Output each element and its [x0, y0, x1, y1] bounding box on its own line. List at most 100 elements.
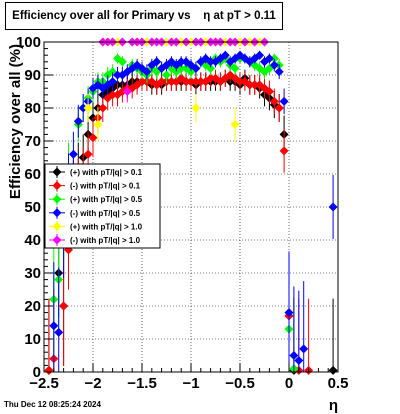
data-point: [152, 57, 162, 67]
data-point: [83, 149, 93, 159]
x-tick-label: −1: [182, 375, 199, 392]
x-tick-label: 0: [285, 375, 293, 392]
axes: −2.5 −2 −1.5 −1 −0.5 0 0.5 0 10 20 30 40 50 60 70 80 90 1…: [16, 34, 348, 392]
legend-label: (+) with pT/|q| > 0.1: [70, 168, 143, 177]
data-point: [255, 50, 265, 60]
data-point: [206, 73, 216, 83]
data-point: [250, 54, 260, 63]
data-point: [108, 90, 118, 100]
legend-label: (-) with pT/|q| > 1.0: [70, 236, 141, 245]
data-point: [108, 77, 118, 87]
y-tick-label: 100: [16, 34, 41, 51]
data-point: [191, 77, 201, 87]
data-point: [49, 321, 59, 331]
y-tick-label: 30: [24, 265, 41, 282]
data-point: [113, 70, 122, 80]
data-point: [299, 344, 309, 354]
y-tick-label: 40: [24, 232, 41, 249]
data-point: [196, 77, 206, 87]
data-points: [44, 37, 338, 375]
data-point: [83, 103, 93, 113]
data-point: [230, 63, 240, 73]
data-point: [279, 96, 289, 106]
data-point: [191, 103, 201, 113]
data-point: [206, 63, 216, 73]
y-tick-label: 20: [24, 298, 41, 315]
data-point: [269, 54, 279, 63]
x-tick-label: −0.5: [225, 375, 255, 392]
series-group: [49, 50, 338, 372]
data-point: [264, 54, 274, 63]
data-point: [269, 96, 279, 106]
data-point: [142, 67, 152, 77]
data-point: [191, 63, 201, 73]
data-point: [73, 116, 83, 126]
legend-marker: [52, 235, 62, 245]
x-tick-label: −1.5: [127, 375, 157, 392]
data-point: [279, 146, 289, 156]
data-point: [88, 113, 98, 123]
data-point: [284, 308, 294, 318]
legend-marker: [52, 221, 62, 231]
data-point: [269, 60, 279, 70]
data-point: [137, 77, 147, 87]
y-tick-label: 10: [24, 331, 41, 348]
data-point: [93, 120, 103, 129]
data-point: [88, 133, 98, 143]
legend-box: [44, 163, 161, 249]
legend-marker: [52, 194, 62, 204]
data-point: [166, 57, 176, 67]
data-point: [181, 57, 191, 67]
y-tick-label: 90: [24, 67, 41, 84]
legend-label: (+) with pT/|q| > 1.0: [70, 222, 143, 231]
y-tick-label: 60: [24, 166, 41, 183]
data-point: [245, 80, 255, 90]
y-tick-label: 80: [24, 100, 41, 117]
data-point: [122, 87, 132, 96]
data-point: [220, 50, 230, 60]
chart-title: Efficiency over all for Primary vs η at …: [12, 10, 276, 22]
x-axis-title: η: [329, 397, 338, 414]
data-point: [59, 301, 69, 311]
y-axis-title: Efficiency over all (%): [7, 44, 24, 199]
x-tick-label: −2: [84, 375, 101, 392]
data-point: [328, 202, 338, 212]
data-point: [274, 67, 284, 77]
y-tick-label: 50: [24, 199, 41, 216]
data-point: [68, 149, 78, 159]
data-point: [206, 57, 216, 67]
x-tick-label: −2.5: [29, 375, 59, 392]
data-point: [181, 77, 191, 87]
legend-label: (-) with pT/|q| > 0.5: [70, 209, 141, 218]
data-point: [250, 80, 260, 90]
data-point: [166, 77, 176, 87]
legend-marker: [52, 181, 62, 191]
data-point: [54, 327, 64, 337]
title-box: Efficiency over all for Primary vs η at …: [5, 2, 283, 30]
legend: (+) with pT/|q| > 0.1 (-) with pT/|q| > 0…: [44, 163, 161, 249]
legend-marker: [52, 167, 62, 177]
legend-marker: [52, 208, 62, 218]
data-point: [328, 365, 338, 375]
y-tick-label: 0: [33, 364, 41, 381]
legend-label: (-) with pT/|q| > 0.1: [70, 182, 141, 191]
data-point: [230, 120, 240, 129]
data-point: [78, 103, 88, 113]
x-tick-label: 0.5: [328, 375, 349, 392]
data-point: [294, 355, 304, 365]
data-point: [289, 351, 299, 360]
data-point: [235, 77, 245, 87]
data-point: [176, 57, 186, 67]
data-point: [274, 103, 284, 113]
data-point: [162, 70, 171, 80]
data-point: [157, 77, 167, 87]
legend-label: (+) with pT/|q| > 0.5: [70, 195, 143, 204]
data-point: [44, 365, 54, 375]
y-tick-label: 70: [24, 133, 41, 150]
data-point: [98, 103, 108, 113]
timestamp: Thu Dec 12 08:25:24 2024: [4, 400, 101, 409]
data-point: [117, 57, 127, 67]
data-point: [264, 87, 274, 96]
data-point: [186, 77, 196, 87]
